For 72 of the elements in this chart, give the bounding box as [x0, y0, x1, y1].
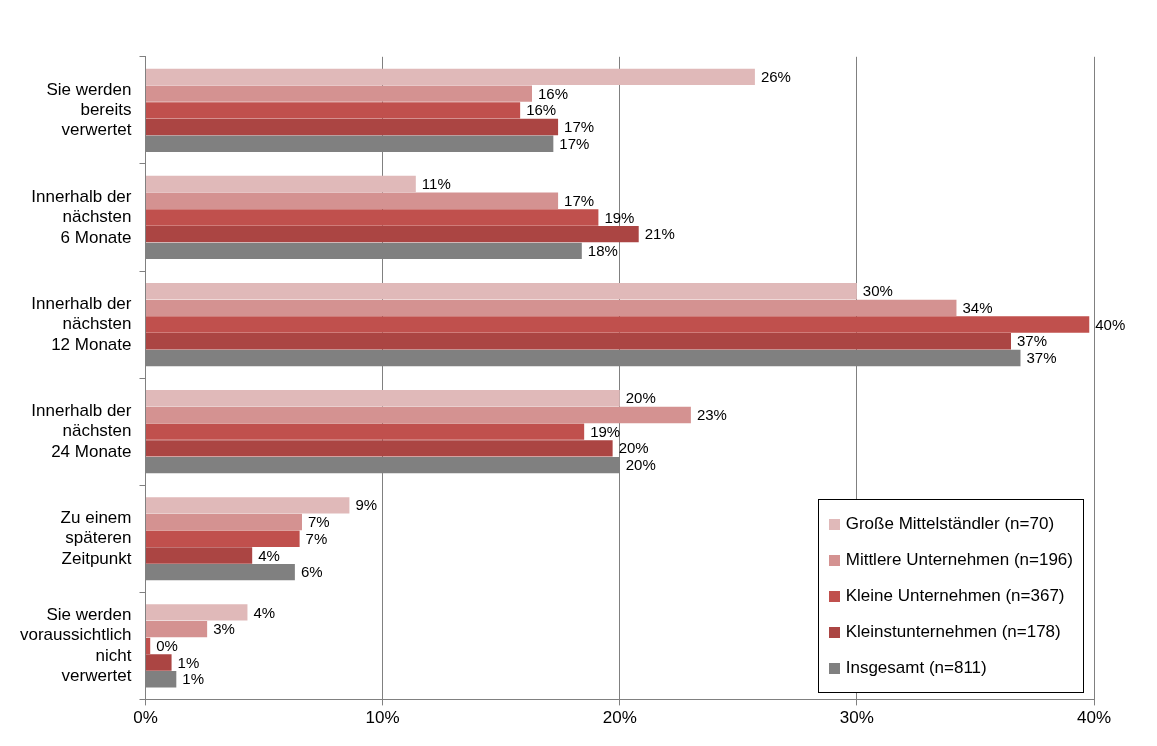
data-label: 4%: [253, 603, 276, 621]
data-label: 16%: [538, 84, 569, 102]
x-tick-label: 40%: [1076, 708, 1112, 728]
bar: [145, 333, 1012, 350]
data-label: 7%: [305, 529, 328, 547]
data-label: 1%: [182, 670, 204, 688]
y-tick-label: Innerhalb der nächsten 12 Monate: [31, 293, 132, 354]
bar: [145, 671, 177, 688]
data-label: 20%: [625, 456, 656, 474]
y-tick-label: Sie werden voraussichtlich nicht verwertet: [19, 604, 132, 686]
x-tick-label: 10%: [365, 708, 400, 728]
bar: [145, 192, 559, 209]
legend-label: Kleine Unternehmen (n=367): [845, 586, 1065, 607]
bar: [145, 620, 208, 638]
bar: [145, 637, 151, 655]
data-label: 0%: [156, 636, 178, 654]
bar: [145, 654, 172, 671]
data-label: 11%: [421, 175, 451, 193]
x-tick-label: 20%: [602, 708, 637, 728]
bar: [145, 497, 350, 514]
bar: [145, 209, 599, 226]
bar: [145, 316, 1090, 333]
data-label: 17%: [564, 191, 595, 209]
y-tick-label: Innerhalb der nächsten 6 Monate: [31, 186, 132, 247]
bar: [145, 118, 559, 136]
data-label: 19%: [590, 422, 621, 440]
bar: [145, 406, 691, 424]
bar: [145, 390, 620, 407]
bar: [145, 102, 521, 119]
bar: [145, 68, 755, 86]
data-label: 23%: [696, 406, 727, 424]
x-tick-label: 30%: [839, 708, 874, 728]
data-label: 37%: [1017, 332, 1048, 350]
data-label: 37%: [1026, 349, 1057, 367]
bar: [145, 225, 639, 243]
bar: [145, 604, 248, 621]
legend-label: Mittlere Unternehmen (n=196): [845, 550, 1073, 571]
y-tick-label: Sie werden bereits verwertet: [46, 79, 132, 140]
bar: [145, 282, 857, 300]
bar: [145, 513, 302, 531]
y-tick-label: Zu einem späteren Zeitpunkt: [60, 508, 132, 568]
legend-label: Insgesamt (n=811): [845, 658, 987, 679]
data-label: 17%: [559, 134, 590, 152]
legend-label: Kleinstunternehmen (n=178): [845, 622, 1061, 643]
data-label: 19%: [604, 208, 635, 226]
data-label: 30%: [862, 282, 893, 300]
data-label: 20%: [618, 439, 649, 457]
data-label: 7%: [307, 513, 330, 531]
data-label: 40%: [1095, 315, 1126, 333]
bar: [145, 530, 300, 547]
data-label: 20%: [625, 389, 656, 407]
data-label: 34%: [962, 298, 993, 316]
bar: [145, 299, 957, 317]
x-tick-label: 0%: [133, 708, 158, 728]
data-label: 1%: [177, 653, 200, 671]
data-label: 17%: [564, 118, 595, 136]
bar: [145, 85, 533, 102]
y-tick-label: Innerhalb der nächsten 24 Monate: [31, 400, 132, 461]
legend-label: Große Mittelständler (n=70): [845, 514, 1055, 535]
data-label: 9%: [355, 496, 378, 514]
bar: [145, 563, 295, 581]
bar: [145, 423, 585, 440]
data-label: 4%: [258, 546, 280, 564]
data-label: 16%: [526, 101, 557, 119]
data-label: 26%: [760, 68, 791, 86]
data-label: 3%: [213, 620, 235, 638]
bar: [145, 547, 253, 564]
data-label: 21%: [644, 225, 675, 243]
bar: [145, 440, 613, 457]
data-label: 6%: [300, 563, 323, 581]
bar: [145, 175, 416, 193]
data-label: 18%: [587, 242, 618, 260]
